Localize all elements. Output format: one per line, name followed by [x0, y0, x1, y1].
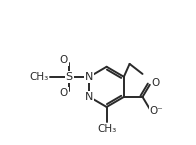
Text: O: O: [152, 78, 160, 88]
Text: CH₃: CH₃: [29, 72, 48, 82]
Text: N: N: [85, 72, 93, 82]
Text: CH₃: CH₃: [97, 124, 116, 134]
Text: O: O: [60, 88, 68, 98]
Text: N: N: [85, 92, 93, 102]
Text: O: O: [60, 55, 68, 65]
Text: S: S: [66, 72, 73, 82]
Text: O⁻: O⁻: [150, 106, 163, 116]
